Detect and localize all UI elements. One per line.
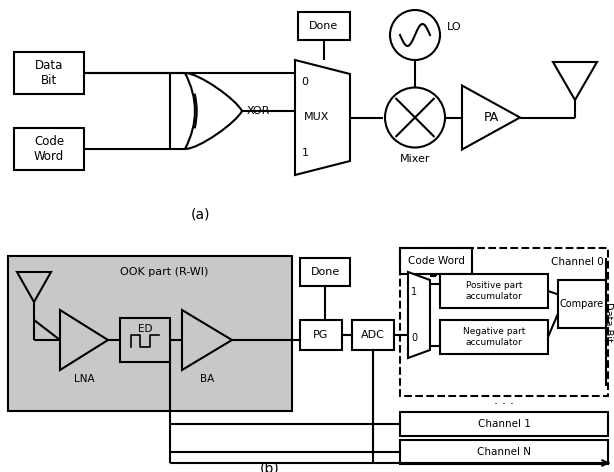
Circle shape	[390, 10, 440, 60]
Text: Channel 0: Channel 0	[551, 257, 604, 267]
Text: ADC: ADC	[361, 330, 385, 340]
Polygon shape	[462, 85, 520, 150]
Circle shape	[385, 87, 445, 147]
Text: LNA: LNA	[74, 374, 95, 384]
Text: 0: 0	[301, 77, 308, 87]
Text: Compare: Compare	[560, 299, 604, 309]
Text: PG: PG	[313, 330, 328, 340]
Bar	[440, 320, 548, 354]
Text: Data
Bit: Data Bit	[35, 59, 63, 87]
Text: Negative part
accumulator: Negative part accumulator	[463, 327, 525, 347]
Bar	[8, 256, 292, 411]
Bar	[120, 318, 170, 362]
Bar	[300, 320, 342, 350]
Bar	[300, 258, 350, 286]
Bar	[400, 440, 608, 464]
Text: (a): (a)	[190, 208, 210, 222]
Text: 1: 1	[301, 148, 308, 158]
Polygon shape	[408, 272, 430, 358]
Bar	[352, 320, 394, 350]
Text: XOR: XOR	[247, 106, 270, 116]
Polygon shape	[295, 60, 350, 175]
Text: MUX: MUX	[305, 112, 330, 123]
Bar	[14, 52, 84, 94]
Bar	[14, 128, 84, 170]
Bar	[400, 412, 608, 436]
Polygon shape	[182, 310, 232, 370]
Bar	[440, 274, 548, 308]
Text: . . .: . . .	[494, 394, 514, 406]
Polygon shape	[17, 272, 51, 302]
Text: ED: ED	[138, 324, 152, 334]
Text: Channel 1: Channel 1	[478, 419, 530, 429]
Text: OOK part (R-WI): OOK part (R-WI)	[120, 267, 208, 277]
Text: Done: Done	[310, 267, 340, 277]
Text: Positive part
accumulator: Positive part accumulator	[465, 281, 523, 301]
Bar	[558, 280, 606, 328]
PathPatch shape	[185, 73, 242, 149]
Text: (b): (b)	[260, 461, 280, 472]
Bar	[298, 12, 350, 40]
Bar	[400, 248, 472, 274]
Bar	[400, 248, 608, 396]
Text: Mixer: Mixer	[400, 154, 430, 165]
Polygon shape	[60, 310, 108, 370]
Text: 1: 1	[411, 287, 417, 297]
Text: LO: LO	[447, 22, 461, 32]
Text: PA: PA	[483, 111, 499, 124]
Text: Done: Done	[309, 21, 339, 31]
Polygon shape	[553, 62, 597, 100]
Text: Code
Word: Code Word	[34, 135, 64, 163]
Text: BA: BA	[200, 374, 214, 384]
Text: Channel N: Channel N	[477, 447, 531, 457]
Text: Code Word: Code Word	[408, 256, 464, 266]
Text: Data Bit: Data Bit	[603, 302, 613, 342]
Text: 0: 0	[411, 333, 417, 343]
